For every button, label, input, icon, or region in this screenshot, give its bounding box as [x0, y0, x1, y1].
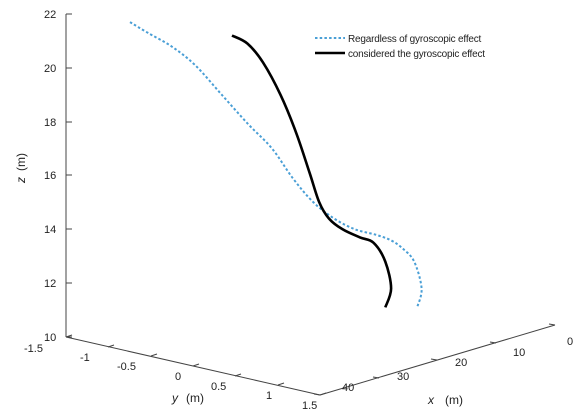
z-ticks: 10 12 14 16 18 20 22: [44, 9, 72, 344]
z-tick-label: 18: [44, 117, 56, 129]
x-axis-label-var: x: [427, 393, 435, 407]
x-tick-mark: [372, 376, 380, 379]
z-axis-label-var: z: [14, 177, 28, 184]
legend-label-regardless: Regardless of gyroscopic effect: [348, 34, 482, 45]
z-tick-label: 10: [44, 332, 56, 344]
y-axis-label-var: y: [171, 391, 179, 405]
y-tick-label: 0.5: [211, 381, 226, 393]
legend-label-considered: considered the gyroscopic effect: [348, 49, 485, 60]
z-tick-label: 20: [44, 63, 56, 75]
y-tick-label: -1.5: [24, 343, 43, 355]
y-ticks: -1.5 -1 -0.5 0 0.5 1 1.5: [24, 334, 327, 410]
y-tick-mark: [192, 363, 200, 367]
y-tick-mark: [107, 344, 115, 348]
series-line-regardless: [129, 21, 423, 308]
series-line-considered: [231, 34, 393, 308]
x-axis-line: [319, 324, 556, 396]
x-tick-mark: [489, 341, 497, 344]
y-tick-mark: [277, 382, 285, 386]
x-tick-mark: [430, 358, 438, 361]
y-tick-label: 1.5: [302, 400, 317, 410]
x-ticks: 40 30 20 10 0: [313, 323, 573, 396]
y-tick-mark: [150, 353, 158, 357]
y-tick-label: -1: [80, 352, 90, 364]
y-axis-label-unit: (m): [186, 391, 204, 405]
y-axis-label: y (m): [171, 391, 204, 405]
x-tick-label: 30: [397, 371, 409, 383]
y-tick-label: 1: [266, 390, 272, 402]
series-layer: [129, 21, 423, 308]
y-tick-mark: [65, 334, 73, 338]
y-tick-mark: [319, 392, 327, 396]
z-tick-label: 16: [44, 170, 56, 182]
y-tick-label: -0.5: [117, 361, 136, 373]
z-axis-label: z (m): [14, 153, 28, 184]
z-axis-label-unit: (m): [14, 153, 28, 171]
x-axis-label-unit: (m): [445, 393, 463, 407]
x-tick-label: 40: [342, 382, 354, 394]
x-tick-label: 10: [513, 347, 525, 359]
z-tick-label: 12: [44, 278, 56, 290]
y-tick-label: 0: [175, 371, 181, 383]
y-tick-mark: [234, 373, 242, 377]
x-axis-label: x (m): [427, 393, 463, 407]
z-tick-label: 14: [44, 224, 56, 236]
x-tick-mark: [313, 393, 321, 396]
z-tick-label: 22: [44, 9, 56, 21]
x-tick-mark: [548, 323, 556, 326]
legend: Regardless of gyroscopic effect consider…: [315, 34, 485, 60]
x-tick-label: 20: [455, 357, 467, 369]
x-tick-label: 0: [567, 336, 573, 348]
